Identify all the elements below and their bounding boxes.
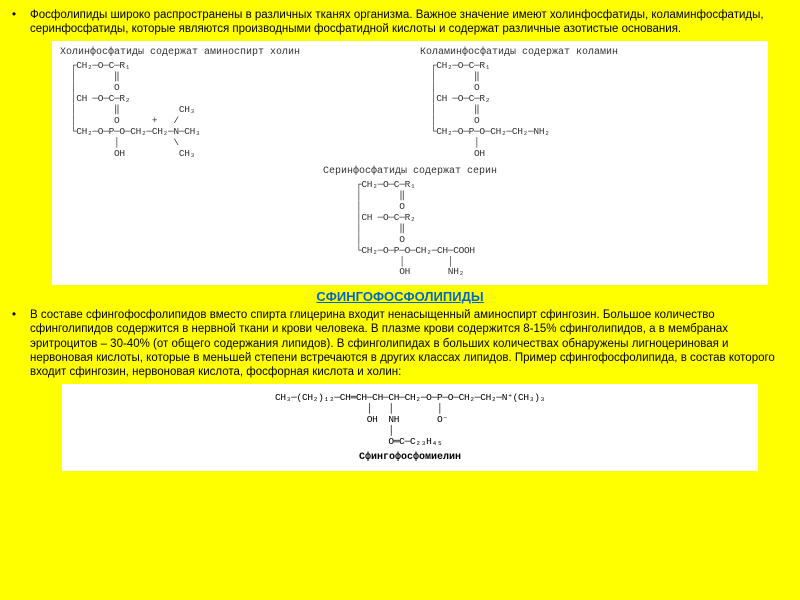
choline-title: Холинфосфатиды содержат аминоспирт холин: [60, 47, 400, 59]
sphingo-heading: СФИНГОФОСФОЛИПИДЫ: [12, 289, 788, 304]
intro-paragraph: •Фосфолипиды широко распространены в раз…: [12, 8, 788, 37]
phosphatide-structures: Холинфосфатиды содержат аминоспирт холин…: [52, 41, 768, 285]
colamine-title: Коламинфосфатиды содержат коламин: [420, 47, 760, 59]
bullet-1: •: [12, 8, 30, 22]
serine-formula: ┌CH₂─O─C─R₁ │ ‖ │ O │CH ─O─C─R₂ │ ‖ │ O …: [345, 180, 475, 278]
serine-title: Серинфосфатиды содержат серин: [60, 166, 760, 178]
sphingo-text: В составе сфингофосфолипидов вместо спир…: [30, 309, 775, 379]
sphingo-paragraph: •В составе сфингофосфолипидов вместо спи…: [12, 308, 788, 380]
sphingomyelin-formula: CH₃─(CH₂)₁₂─CH═CH─CH─CH─CH₂─O─P─O─CH₂─CH…: [275, 392, 545, 447]
colamine-formula: ┌CH₂─O─C─R₁ │ ‖ │ O │CH ─O─C─R₂ │ ‖ │ O …: [420, 61, 760, 159]
bullet-2: •: [12, 308, 30, 322]
intro-text: Фосфолипиды широко распространены в разл…: [30, 9, 764, 35]
sphingomyelin-structure: CH₃─(CH₂)₁₂─CH═CH─CH─CH─CH₂─O─P─O─CH₂─CH…: [62, 384, 758, 471]
sphingomyelin-label: Сфингофосфомиелин: [72, 452, 748, 463]
choline-formula: ┌CH₂─O─C─R₁ │ ‖ │ O │CH ─O─C─R₂ │ ‖ CH₃ …: [60, 61, 400, 159]
